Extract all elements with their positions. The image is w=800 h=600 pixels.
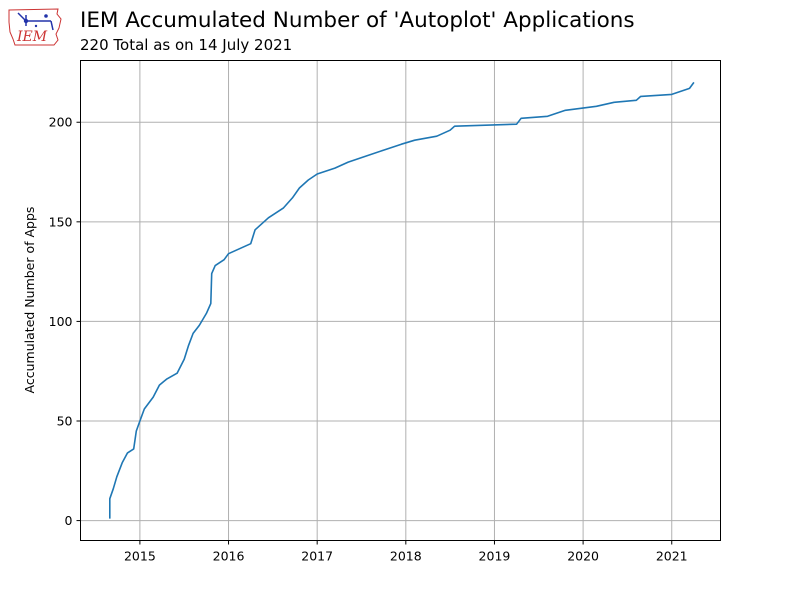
- y-axis: 0 50 100 150 200: [49, 115, 81, 528]
- y-tick-label: 100: [49, 314, 73, 329]
- y-tick-label: 150: [49, 214, 73, 229]
- chart-title: IEM Accumulated Number of 'Autoplot' App…: [80, 8, 635, 33]
- grid-lines: [80, 60, 721, 541]
- iem-logo: IEM: [6, 4, 64, 52]
- x-tick-label: 2018: [390, 549, 422, 564]
- x-tick-label: 2017: [301, 549, 333, 564]
- x-tick-label: 2016: [213, 549, 245, 564]
- x-tick-label: 2019: [479, 549, 511, 564]
- plot-frame: [80, 60, 721, 541]
- x-tick-label: 2015: [124, 549, 156, 564]
- chart-subtitle: 220 Total as on 14 July 2021: [80, 36, 293, 54]
- series-layer: [109, 81, 695, 519]
- y-tick-label: 200: [49, 115, 73, 130]
- x-tick-label: 2020: [567, 549, 599, 564]
- y-tick-label: 0: [65, 513, 73, 528]
- y-tick-label: 50: [57, 413, 73, 428]
- series-line-0: [109, 81, 695, 519]
- logo-text: IEM: [16, 29, 48, 45]
- x-tick-label: 2021: [656, 549, 688, 564]
- x-axis: 2015 2016 2017 2018 2019 2020 2021: [124, 540, 688, 564]
- y-axis-label: Accumulated Number of Apps: [22, 207, 37, 394]
